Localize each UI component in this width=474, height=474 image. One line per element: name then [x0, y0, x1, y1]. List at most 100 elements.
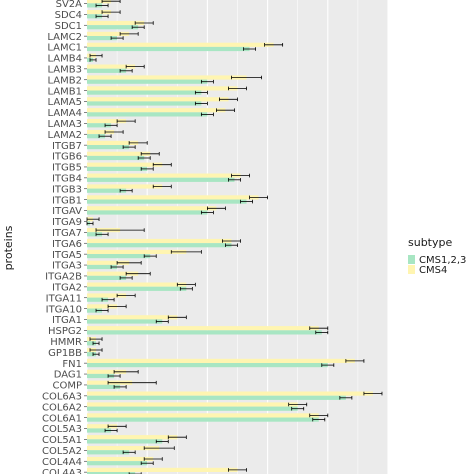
bar-cms123	[87, 36, 118, 41]
bar-cms123	[87, 199, 247, 204]
bar-cms4	[87, 315, 178, 320]
y-tick-label: LAMB4	[48, 54, 83, 65]
y-tick-label: ITGB1	[52, 195, 82, 206]
bar-cms123	[87, 341, 97, 346]
bar-cms4	[87, 119, 127, 124]
y-tick-label: LAMB1	[48, 86, 83, 97]
bar-cms123	[87, 373, 115, 379]
bar-cms123	[87, 68, 127, 73]
y-tick-label: COL6A3	[42, 391, 82, 402]
bar-cms123	[87, 123, 112, 128]
bar-cms4	[87, 260, 130, 265]
y-tick-label: ITGA2	[52, 282, 82, 293]
bar-cms4	[87, 326, 319, 331]
bar-cms123	[87, 155, 145, 161]
y-tick-label: SDC4	[55, 10, 82, 21]
y-tick-label: HMMR	[50, 337, 82, 348]
legend-swatch	[408, 265, 415, 274]
bar-cms4	[87, 64, 136, 69]
bar-cms4	[87, 10, 112, 15]
bar-cms4	[87, 86, 238, 91]
y-tick-label: COL6A1	[42, 413, 82, 424]
bar-cms123	[87, 90, 202, 95]
y-tick-label: ITGA9	[52, 217, 82, 228]
bar-cms4	[87, 184, 163, 189]
y-tick-label: LAMC1	[47, 43, 82, 54]
y-tick-label: ITGA7	[52, 228, 82, 239]
y-tick-label: COL5A2	[42, 446, 82, 457]
bar-cms4	[87, 140, 139, 145]
bar-cms123	[87, 3, 103, 8]
y-tick-label: LAMB3	[48, 64, 83, 75]
bar-cms4	[87, 162, 163, 167]
bar-cms123	[87, 308, 103, 313]
bar-cms123	[87, 395, 346, 400]
bar-cms123	[87, 14, 103, 19]
y-tick-label: HSPG2	[48, 326, 82, 337]
y-tick-label: COL4A3	[42, 468, 82, 474]
bar-cms4	[87, 249, 187, 254]
bar-cms4	[87, 435, 178, 440]
bar-cms123	[87, 46, 250, 52]
y-tick-label: ITGAV	[52, 206, 82, 217]
y-tick-label: COMP	[52, 381, 82, 392]
bar-cms123	[87, 177, 235, 182]
bar-cms4	[87, 31, 130, 36]
y-tick-label: LAMA2	[48, 130, 82, 141]
bar-cms123	[87, 264, 118, 270]
bar-cms4	[87, 424, 118, 429]
bar-cms4	[87, 108, 226, 113]
bar-cms123	[87, 352, 97, 357]
bar-cms4	[87, 129, 115, 135]
bar-cms4	[87, 467, 238, 472]
bar-cms123	[87, 286, 187, 291]
bar-cms123	[87, 417, 319, 422]
bar-cms123	[87, 79, 208, 84]
y-tick-label: LAMA4	[48, 108, 82, 119]
y-tick-label: ITGB6	[52, 152, 82, 163]
bar-cms4	[87, 195, 259, 200]
bar-cms4	[87, 402, 298, 407]
y-tick-label: ITGB7	[52, 141, 82, 152]
bar-cms4	[87, 369, 127, 374]
bar-cms4	[87, 97, 229, 102]
y-tick-label: LAMC2	[47, 32, 82, 43]
bar-cms123	[87, 232, 103, 237]
bar-cms123	[87, 461, 148, 466]
y-tick-label: ITGA2B	[45, 272, 82, 283]
y-tick-label: ITGB3	[52, 184, 82, 195]
bar-cms123	[87, 319, 163, 324]
bar-cms123	[87, 363, 328, 368]
y-tick-label: ITGB5	[52, 163, 82, 174]
bar-cms123	[87, 134, 106, 139]
bar-cms123	[87, 101, 202, 106]
bar-cms4	[87, 358, 355, 363]
bar-cms4	[87, 446, 160, 451]
bar-cms4	[87, 20, 145, 26]
bar-cms123	[87, 275, 127, 280]
y-tick-label: ITGA5	[52, 250, 82, 261]
y-tick-label: DAG1	[54, 370, 82, 381]
y-tick-label: SV2A	[56, 0, 83, 10]
bar-cms4	[87, 75, 247, 80]
bar-cms123	[87, 428, 112, 433]
bar-cms123	[87, 112, 208, 117]
y-tick-label: COL5A1	[42, 435, 82, 446]
y-tick-label: LAMA3	[48, 119, 82, 130]
y-tick-label: GP1BB	[48, 348, 82, 359]
bar-cms4	[87, 456, 154, 462]
bar-cms123	[87, 439, 163, 444]
y-axis-title: proteins	[2, 225, 15, 270]
bar-cms123	[87, 406, 298, 411]
y-tick-label: ITGA6	[52, 239, 82, 250]
bar-cms4	[87, 293, 127, 298]
y-tick-label: SDC1	[55, 21, 82, 32]
bar-cms4	[87, 391, 373, 396]
bar-cms4	[87, 173, 241, 178]
y-tick-label: LAMB2	[48, 75, 83, 86]
bar-cms4	[87, 151, 151, 156]
legend-label: CMS4	[419, 265, 447, 276]
bar-cms4	[87, 413, 319, 418]
y-tick-label: ITGA10	[46, 304, 82, 315]
legend-title: subtype	[408, 236, 452, 249]
